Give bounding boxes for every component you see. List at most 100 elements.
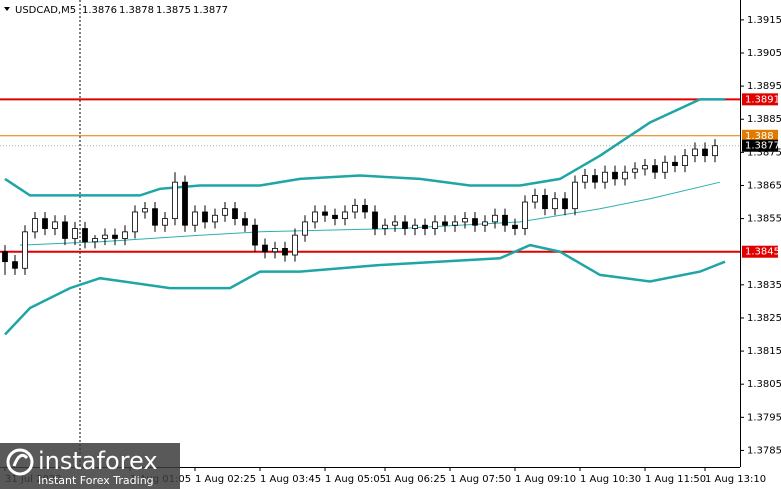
candle-body [462, 218, 468, 223]
x-tick-label: 1 Aug 10:30 [580, 474, 641, 485]
y-tick-label: 1.3905 [747, 48, 781, 59]
bollinger-lower [4, 243, 726, 336]
candle-body [672, 161, 678, 167]
y-tick-label: 1.3855 [747, 214, 781, 225]
candle-body [52, 221, 58, 229]
y-tick-label: 1.3785 [747, 445, 781, 456]
candle-body [622, 171, 628, 180]
candle-body [322, 211, 328, 216]
logo [12, 453, 29, 467]
candle-body [592, 175, 598, 183]
candle-body [392, 221, 398, 226]
candle-body [502, 214, 508, 226]
y-tick-label: 1.3835 [747, 280, 781, 291]
y-tick-label: 1.3885 [747, 114, 781, 125]
candle-body [192, 211, 198, 226]
level-label: 1.3891 [745, 94, 780, 105]
candle-body [202, 211, 208, 223]
candle-body [642, 165, 648, 170]
y-tick-label: 1.3805 [747, 379, 781, 390]
candle-body [182, 181, 188, 226]
candle-body [42, 218, 48, 229]
candle-body [82, 228, 88, 243]
header-prices: 1.3876 1.3878 1.3875 1.3877 [82, 5, 228, 16]
candle-body [362, 204, 368, 213]
candle-body [432, 221, 438, 229]
logo [6, 448, 34, 476]
candle-body [312, 211, 318, 223]
candle-body [252, 224, 258, 246]
candle-body [412, 224, 418, 229]
candle-body [132, 211, 138, 233]
header-price: 1.3876 [82, 5, 117, 16]
y-tick-label: 1.3875 [747, 147, 781, 158]
candle-body [32, 218, 38, 233]
tagline: Instant Forex Trading [38, 474, 154, 487]
level-label: 1.388 [745, 131, 774, 142]
x-tick-label: 1 Aug 03:45 [260, 474, 321, 485]
y-tick-label: 1.3915 [747, 15, 781, 26]
candle-body [442, 221, 448, 226]
level-label-bg [742, 245, 778, 258]
candle-body [292, 234, 298, 256]
x-tick-label: 1 Aug 05:05 [325, 474, 386, 485]
candle-body [382, 224, 388, 229]
candle-body [522, 201, 528, 229]
candle-body [162, 218, 168, 226]
candle-body [532, 195, 538, 203]
level-label: 1.3845 [745, 247, 780, 258]
candle-body [112, 234, 118, 239]
moving-average [19, 181, 721, 246]
candle-body [372, 211, 378, 229]
level-label-bg [742, 93, 778, 106]
candle-body [272, 248, 278, 253]
candle-body [542, 195, 548, 210]
y-tick-label: 1.3795 [747, 412, 781, 423]
header-price: 1.3875 [156, 5, 191, 16]
candle-body [282, 248, 288, 256]
y-tick-label: 1.3825 [747, 313, 781, 324]
candle-body [2, 251, 8, 263]
x-tick-label: 1 Aug 02:25 [195, 474, 256, 485]
candle-body [172, 181, 178, 219]
x-tick-label: 1 Aug 13:10 [705, 474, 766, 485]
candle-body [212, 214, 218, 223]
symbol: USDCAD,M5 [15, 5, 76, 16]
candle-body [602, 171, 608, 183]
candle-body [262, 244, 268, 253]
candle-body [152, 208, 158, 226]
candle-body [482, 221, 488, 226]
candle-body [612, 171, 618, 180]
candle-body [352, 204, 358, 213]
candle-body [402, 221, 408, 229]
candle-body [22, 231, 28, 269]
y-tick-label: 1.3895 [747, 81, 781, 92]
candle-body [512, 224, 518, 229]
candle-body [452, 221, 458, 226]
x-tick-label: 1 Aug 11:50 [645, 474, 706, 485]
candle-body [552, 198, 558, 210]
candle-body [142, 208, 148, 213]
brand: instaforex [38, 447, 158, 475]
candle-body [102, 234, 108, 239]
candle-body [422, 224, 428, 229]
candle-body [702, 148, 708, 157]
candle-body [122, 231, 128, 239]
candle-body [632, 168, 638, 173]
candle-body [242, 218, 248, 226]
menu-arrow [4, 7, 10, 11]
candle-body [232, 208, 238, 219]
candle-body [572, 181, 578, 210]
plot [0, 0, 740, 467]
candle-body [302, 221, 308, 236]
x-tick-label: 1 Aug 06:25 [385, 474, 446, 485]
bollinger-upper [4, 98, 725, 197]
candle-body [692, 148, 698, 157]
current-price-label: 1.3877 [745, 141, 780, 152]
level-label-bg [742, 129, 778, 142]
candle-body [342, 211, 348, 219]
candle-body [662, 161, 668, 173]
